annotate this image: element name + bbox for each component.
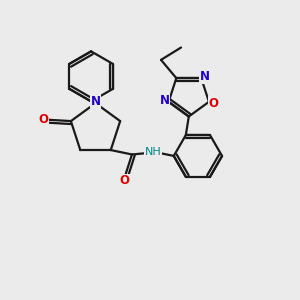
Text: N: N — [91, 95, 100, 108]
Text: O: O — [120, 175, 130, 188]
Text: N: N — [160, 94, 170, 107]
Text: O: O — [38, 113, 49, 126]
Text: O: O — [209, 97, 219, 110]
Text: N: N — [200, 70, 210, 83]
Text: NH: NH — [145, 146, 161, 157]
